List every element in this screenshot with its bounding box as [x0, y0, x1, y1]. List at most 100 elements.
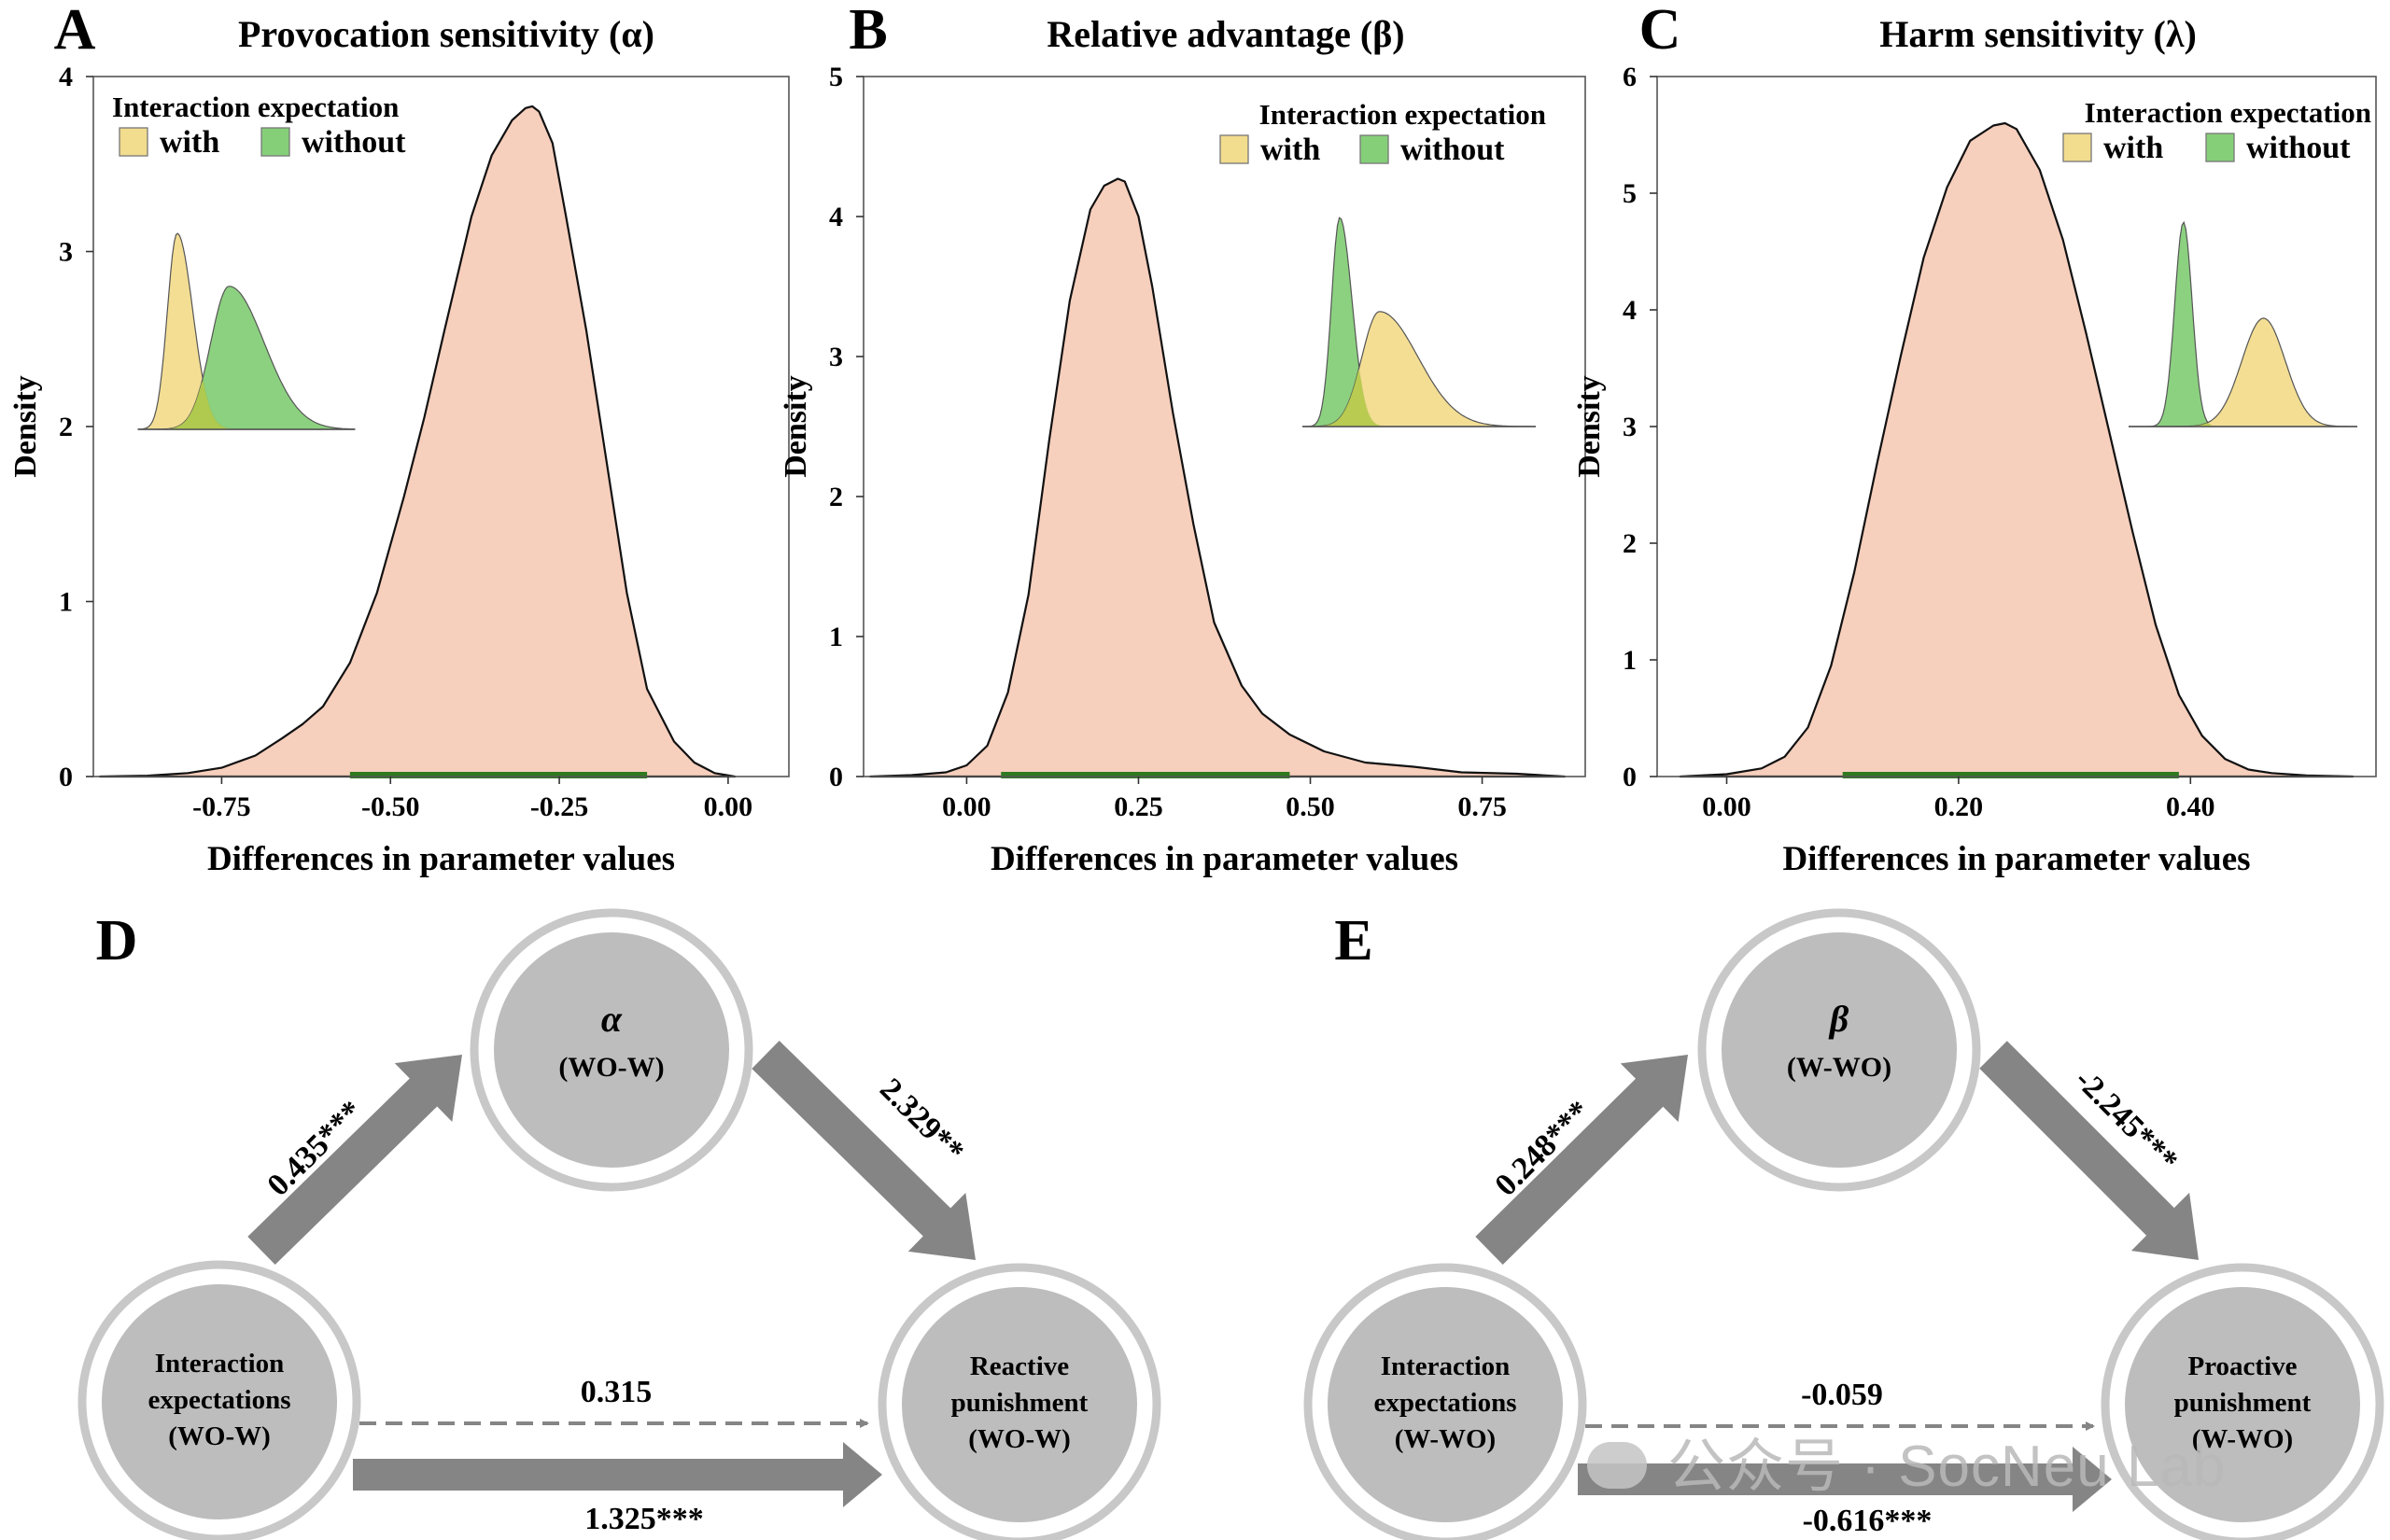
y-tick-label: 2: [1623, 528, 1637, 559]
inset-density-without: [138, 286, 356, 430]
node-line: Proactive: [2187, 1351, 2297, 1381]
x-tick-label: 0.25: [1114, 791, 1163, 822]
legend-swatch-without: [2205, 133, 2235, 162]
panel-letter: A: [54, 0, 96, 62]
hdi-bar: [1842, 772, 2179, 778]
total-effect-arrow: [1578, 1447, 2112, 1512]
watermark-text: 公众号 · SocNeu Lab: [1667, 1435, 2227, 1499]
y-tick-label: 4: [829, 202, 843, 232]
node-disc: [494, 932, 729, 1168]
chart-title: Provocation sensitivity (α): [238, 13, 654, 55]
y-tick-label: 0: [59, 762, 73, 792]
y-tick-label: 3: [1623, 412, 1637, 442]
y-tick-label: 1: [59, 587, 73, 618]
legend-swatch-without: [1359, 134, 1389, 164]
x-tick-label: 0.20: [1934, 791, 1984, 822]
node-line: punishment: [951, 1388, 1089, 1418]
panel-letter: D: [96, 909, 138, 973]
chart-panel-A: A Provocation sensitivity (α) -0.75 -0.50 -0…: [8, 0, 790, 878]
inset-densities: [2129, 220, 2357, 427]
y-axis-label: Density: [779, 375, 813, 478]
y-tick-label: 1: [1623, 645, 1637, 676]
y-tick-label: 4: [1623, 295, 1637, 326]
x-tick-label: 0.50: [1286, 791, 1335, 822]
legend-label-with: with: [160, 125, 219, 160]
node-disc: [1328, 1287, 1563, 1522]
node-line: (W-WO): [2192, 1424, 2293, 1454]
y-tick-label: 4: [59, 62, 73, 92]
x-tick-label: 0.00: [704, 791, 753, 822]
node-disc: [1722, 932, 1957, 1168]
path-a-arrow: [247, 1055, 462, 1265]
mediator-symbol: α: [601, 998, 623, 1040]
legend-label-with: with: [2103, 131, 2163, 165]
density-area: [869, 177, 1567, 778]
panel-letter: B: [849, 0, 887, 62]
legend-label-without: without: [2246, 131, 2351, 165]
predictor-node: Interaction expectations (W-WO): [1303, 1263, 1587, 1540]
chat-icon: [1587, 1441, 1647, 1489]
inset-overlap: [1302, 369, 1536, 427]
inset-overlap: [138, 380, 355, 429]
y-tick-label: 2: [829, 482, 843, 512]
y-tick-label: 5: [829, 62, 843, 92]
direct-effect-coefficient: -0.059: [1801, 1378, 1883, 1412]
legend-title: Interaction expectation: [2085, 96, 2371, 129]
hdi-bar: [349, 772, 648, 778]
node-line: expectations: [148, 1385, 290, 1415]
panel-letter: E: [1334, 909, 1372, 973]
y-tick-label: 6: [1623, 62, 1637, 92]
outcome-node: Proactive punishment (W-WO): [2101, 1263, 2384, 1540]
x-tick-label: 0.00: [1702, 791, 1751, 822]
density-area: [99, 105, 737, 778]
inset-densities: [1302, 217, 1536, 427]
chart-panel-C: C Harm sensitivity (λ) 0.00 0.20 0.40 0 1 2 3 4 5 6…: [1572, 0, 2377, 878]
x-tick-label: 0.00: [942, 791, 991, 822]
y-tick-label: 2: [59, 412, 73, 442]
mediator-label: (W-WO): [1787, 1052, 1891, 1083]
inset-density-with: [2129, 317, 2357, 427]
path-a-arrow: [1475, 1055, 1688, 1265]
y-tick-label: 3: [59, 237, 73, 268]
x-tick-label: -0.75: [192, 791, 251, 822]
y-tick-label: 5: [1623, 178, 1637, 209]
plot-frame: [863, 76, 1586, 777]
node-line: Interaction: [1381, 1351, 1511, 1381]
node-disc: [902, 1287, 1137, 1522]
mediator-node: α (WO-W): [470, 908, 753, 1192]
inset-densities: [137, 232, 356, 430]
density-area: [1679, 121, 2355, 778]
node-line: (WO-W): [968, 1424, 1071, 1454]
node-line: expectations: [1373, 1388, 1516, 1418]
node-line: Interaction: [155, 1349, 285, 1379]
chart-title: Relative advantage (β): [1047, 13, 1404, 55]
mediation-diagram-E: Eβ(W-WO)Interactionexpectations(W-WO)Pro…: [1303, 908, 2384, 1540]
y-tick-label: 3: [829, 342, 843, 372]
legend-label-with: with: [1260, 133, 1320, 167]
node-line: Reactive: [970, 1351, 1069, 1381]
x-axis-label: Differences in parameter values: [207, 840, 675, 878]
chart-title: Harm sensitivity (λ): [1879, 13, 2197, 55]
y-tick-label: 0: [1623, 762, 1637, 792]
legend-swatch-with: [119, 127, 148, 157]
legend-swatch-without: [260, 127, 290, 157]
node-line: (WO-W): [168, 1421, 271, 1451]
mediator-node: β (W-WO): [1697, 908, 1981, 1192]
x-tick-label: -0.25: [530, 791, 589, 822]
legend-label-without: without: [1400, 133, 1505, 167]
node-disc: [2125, 1287, 2360, 1522]
node-line: (W-WO): [1395, 1424, 1496, 1454]
node-line: punishment: [2174, 1388, 2312, 1418]
total-effect-coefficient: 1.325***: [584, 1502, 704, 1536]
legend-swatch-with: [2062, 133, 2092, 162]
direct-effect-coefficient: 0.315: [581, 1375, 653, 1409]
x-axis-label: Differences in parameter values: [1782, 840, 2250, 878]
legend-title: Interaction expectation: [112, 91, 399, 123]
y-axis-label: Density: [8, 375, 43, 478]
total-effect-arrow: [353, 1442, 882, 1507]
y-tick-label: 0: [829, 762, 843, 792]
